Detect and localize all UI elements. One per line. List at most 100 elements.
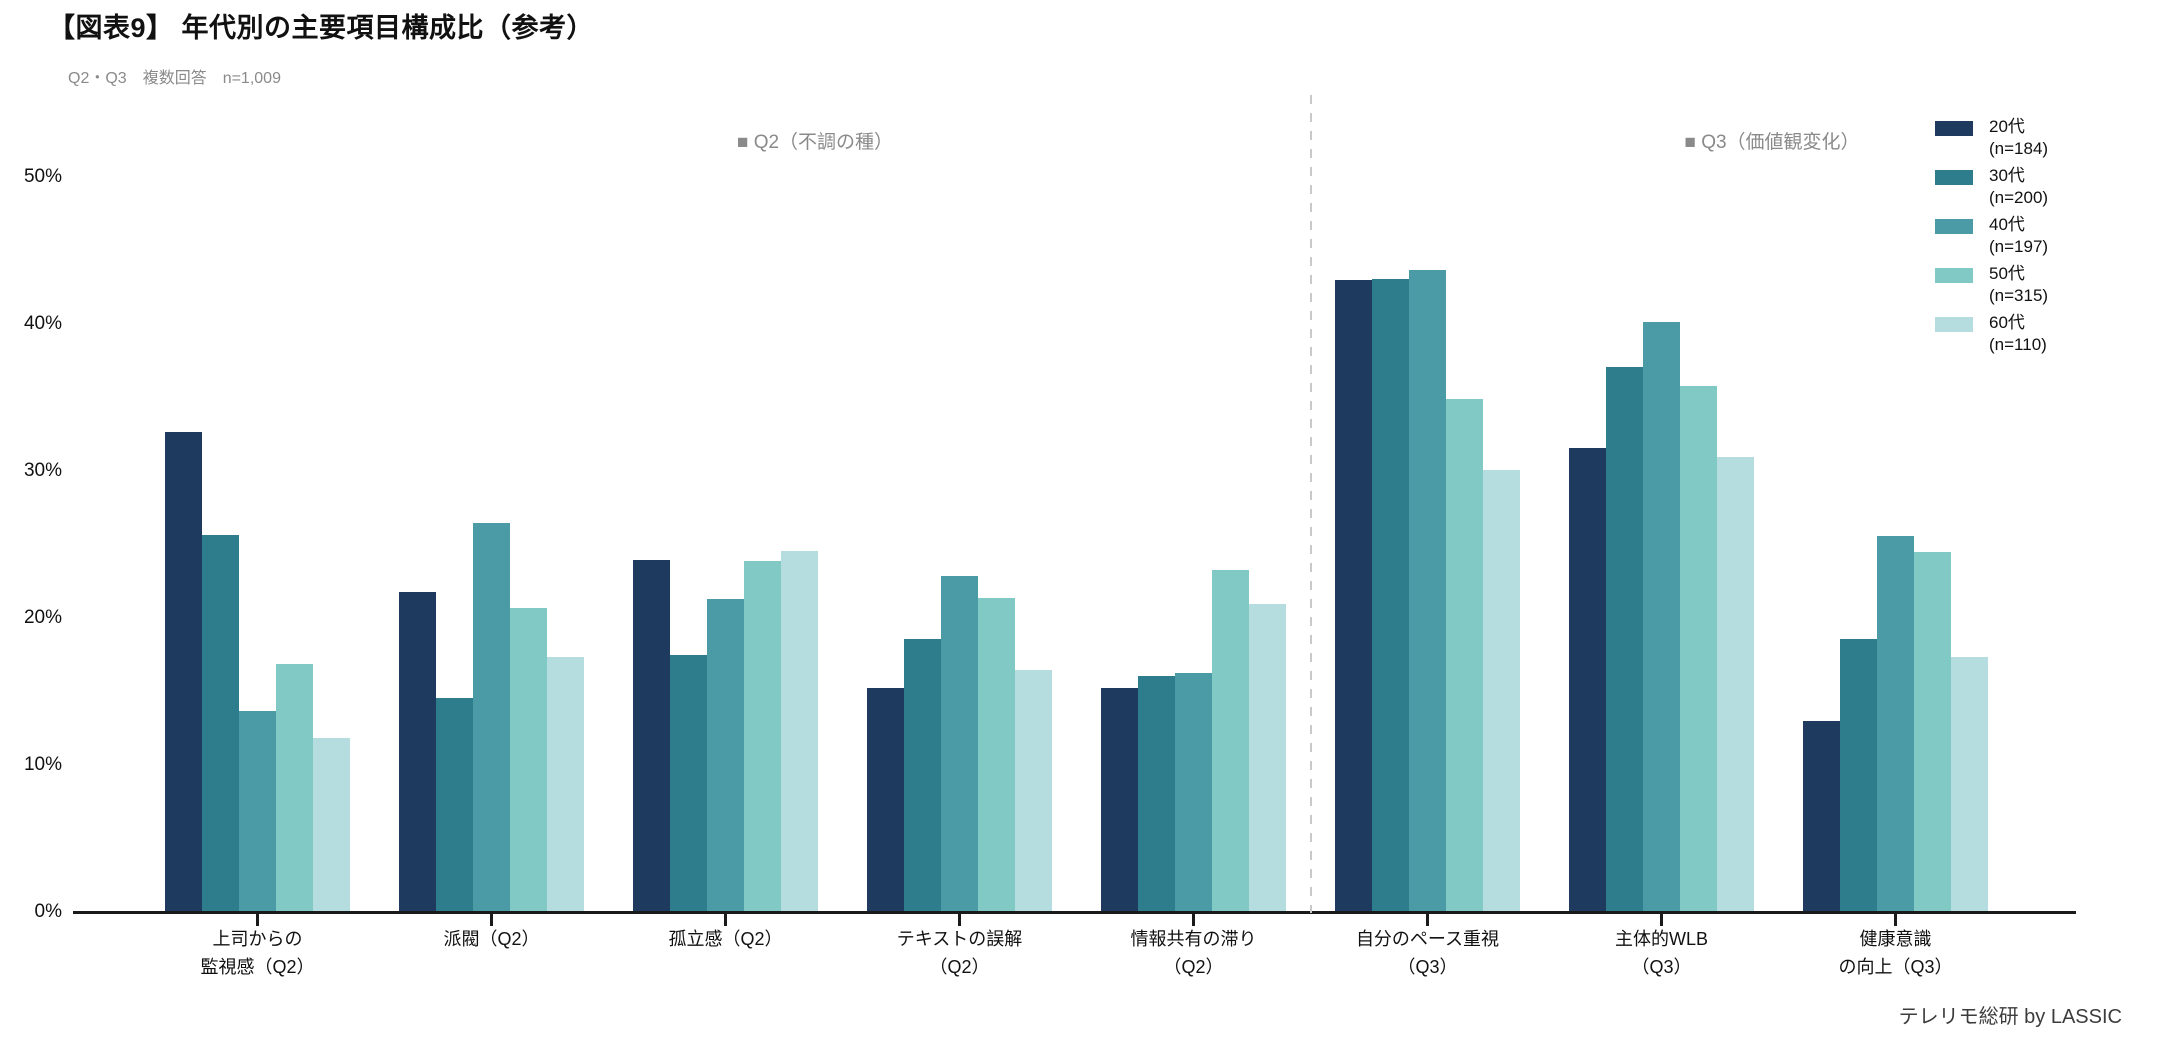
legend: 20代 (n=184) 30代 (n=200) 40代 (n=197) 50代 (n=315)… [1935,116,2048,361]
bar-30代-cat5 [1138,676,1175,911]
category-label: 情報共有の滞り （Q2） [1054,925,1334,981]
legend-series-name: 60代 [1989,313,2025,332]
bar-60代-cat5 [1249,604,1286,911]
bar-20代-cat4 [867,688,904,911]
x-axis-tick [490,914,493,926]
bar-30代-cat1 [202,535,239,911]
category-label-line: 派閥（Q2） [443,929,540,949]
legend-item-50代: 50代 (n=315) [1935,263,2048,307]
bar-50代-cat5 [1212,570,1249,911]
bar-20代-cat7 [1569,448,1606,911]
bar-40代-cat7 [1643,322,1680,911]
category-label-line: （Q3） [1631,957,1692,977]
legend-label: 40代 (n=197) [1989,214,2048,258]
x-axis-tick [1894,914,1897,926]
legend-swatch [1935,317,1973,332]
q2-q3-divider-line [1309,95,1312,913]
x-axis-tick [256,914,259,926]
section-annotation-q3: ■ Q3（価値観変化） [1684,132,1860,153]
bar-20代-cat2 [399,592,436,911]
category-label: 孤立感（Q2） [586,925,866,953]
y-axis-tick-label: 50% [23,166,62,187]
bar-60代-cat8 [1951,657,1988,911]
y-axis-tick-label: 0% [34,901,62,922]
legend-series-n: (n=197) [1989,237,2049,256]
bar-30代-cat2 [436,698,473,911]
chart-title: 【図表9】 年代別の主要項目構成比（参考） [48,13,595,43]
category-label: 健康意識の向上（Q3） [1756,925,2036,981]
legend-swatch [1935,268,1973,283]
legend-series-name: 50代 [1989,264,2025,283]
x-axis-tick [958,914,961,926]
category-label-line: 上司からの [212,929,303,949]
legend-label: 20代 (n=184) [1989,116,2048,160]
bar-40代-cat5 [1175,673,1212,911]
category-label-line: 情報共有の滞り [1130,929,1257,949]
bar-50代-cat7 [1680,386,1717,911]
category-label-line: （Q2） [929,957,990,977]
category-label: 自分のペース重視 （Q3） [1288,925,1568,981]
y-axis-tick-label: 40% [23,313,62,334]
category-label-line: 孤立感（Q2） [668,929,783,949]
legend-label: 50代 (n=315) [1989,263,2048,307]
legend-item-30代: 30代 (n=200) [1935,165,2048,209]
bar-60代-cat1 [313,738,350,911]
category-label: テキストの誤解 （Q2） [820,925,1100,981]
legend-label: 30代 (n=200) [1989,165,2048,209]
category-label-line: 監視感（Q2） [200,957,315,977]
bar-40代-cat2 [473,523,510,911]
category-label-line: 健康意識 [1859,929,1932,949]
category-label: 派閥（Q2） [352,925,632,953]
category-label-line: （Q3） [1397,957,1458,977]
legend-label: 60代 (n=110) [1989,312,2047,356]
bar-30代-cat3 [670,655,707,911]
bar-60代-cat6 [1483,470,1520,911]
legend-item-20代: 20代 (n=184) [1935,116,2048,160]
section-annotation-q2: ■ Q2（不調の種） [736,132,894,153]
category-label-line: の向上（Q3） [1838,957,1953,977]
category-label: 主体的WLB （Q3） [1522,925,1802,981]
bar-60代-cat4 [1015,670,1052,911]
x-axis-line [73,911,2076,914]
bar-40代-cat8 [1877,536,1914,911]
bar-50代-cat8 [1914,552,1951,911]
bar-20代-cat6 [1335,280,1372,911]
legend-series-name: 40代 [1989,215,2025,234]
bar-40代-cat4 [941,576,978,911]
legend-swatch [1935,121,1973,136]
bar-20代-cat8 [1803,721,1840,911]
bar-20代-cat1 [165,432,202,911]
bar-50代-cat3 [744,561,781,911]
bar-30代-cat4 [904,639,941,911]
legend-series-n: (n=110) [1989,335,2047,354]
category-label-line: テキストの誤解 [896,929,1023,949]
bar-30代-cat8 [1840,639,1877,911]
legend-series-name: 20代 [1989,117,2025,136]
bar-40代-cat6 [1409,270,1446,911]
y-axis-tick-label: 20% [23,607,62,628]
bar-40代-cat1 [239,711,276,911]
bar-50代-cat1 [276,664,313,911]
x-axis-tick [1660,914,1663,926]
bar-50代-cat4 [978,598,1015,911]
x-axis-tick [724,914,727,926]
bar-60代-cat3 [781,551,818,911]
x-axis-tick [1426,914,1429,926]
y-axis-tick-label: 10% [23,754,62,775]
bar-30代-cat7 [1606,367,1643,911]
category-label-line: 自分のペース重視 [1355,929,1500,949]
footer-credit: テレリモ総研 by LASSIC [1898,1006,2122,1028]
legend-series-name: 30代 [1989,166,2025,185]
bar-50代-cat6 [1446,399,1483,911]
bar-40代-cat3 [707,599,744,911]
legend-series-n: (n=315) [1989,286,2049,305]
bar-20代-cat5 [1101,688,1138,911]
category-label-line: （Q2） [1163,957,1224,977]
bar-60代-cat7 [1717,457,1754,911]
x-axis-tick [1192,914,1195,926]
legend-item-60代: 60代 (n=110) [1935,312,2048,356]
category-label-line: 主体的WLB [1614,929,1708,949]
legend-swatch [1935,219,1973,234]
